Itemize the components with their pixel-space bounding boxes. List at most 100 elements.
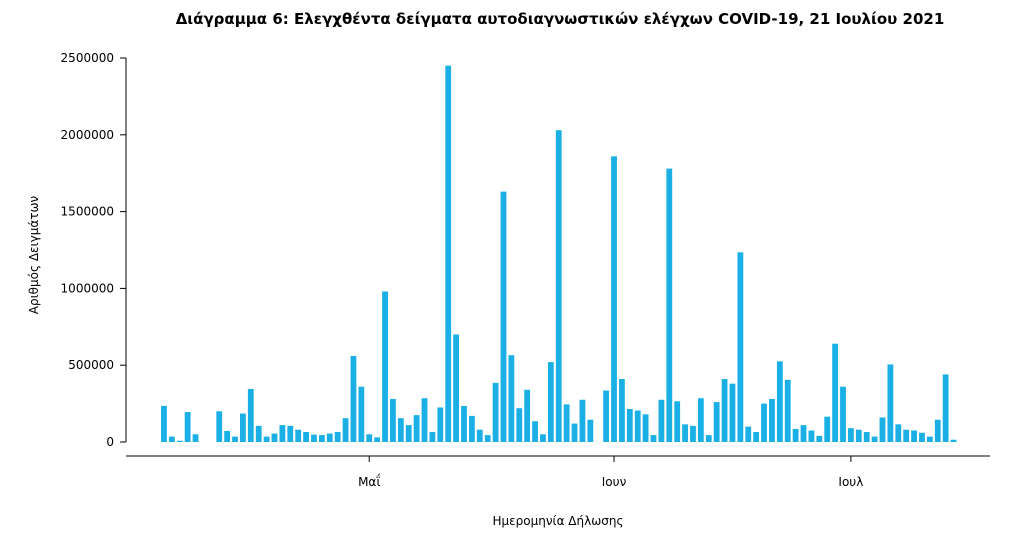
bar <box>658 399 665 442</box>
x-tick-label: Ιουν <box>602 475 627 489</box>
bar <box>682 424 688 442</box>
bar <box>776 361 783 442</box>
y-tick-label: 2500000 <box>61 51 114 65</box>
bar <box>382 291 388 442</box>
bar <box>516 408 523 442</box>
bar <box>769 398 775 442</box>
bar <box>397 418 404 442</box>
bar <box>903 429 910 442</box>
bar <box>911 430 917 442</box>
y-axis-label: Αριθμός Δειγμάτων <box>27 195 41 314</box>
bar <box>263 436 270 442</box>
bar <box>287 425 294 442</box>
bar <box>271 433 278 442</box>
bar <box>532 421 538 442</box>
x-tick-label: Μαΐ <box>358 474 380 489</box>
bar <box>413 415 420 442</box>
bar <box>350 355 357 442</box>
bar <box>761 403 767 442</box>
bar <box>255 425 262 442</box>
bar <box>366 434 373 442</box>
bar <box>753 432 760 442</box>
bar <box>816 435 823 442</box>
bar <box>508 355 515 442</box>
bar <box>563 404 570 442</box>
bars <box>161 65 957 443</box>
bar <box>216 411 223 442</box>
bar <box>611 156 617 443</box>
bar <box>808 430 815 442</box>
bar <box>879 417 886 442</box>
bar <box>176 440 183 442</box>
bar <box>547 362 554 442</box>
bar <box>619 379 625 442</box>
bar <box>311 434 317 442</box>
bar <box>871 436 878 442</box>
bar <box>650 435 657 442</box>
bar <box>863 432 870 442</box>
y-tick-label: 1500000 <box>61 205 114 219</box>
bar <box>492 382 499 442</box>
bar <box>887 364 894 442</box>
bar <box>555 130 562 442</box>
bar <box>279 425 286 442</box>
bar <box>626 408 633 442</box>
bar <box>476 429 483 442</box>
bar <box>848 428 854 442</box>
bar <box>824 416 831 442</box>
bar <box>540 434 546 442</box>
bar <box>342 418 349 442</box>
bar <box>247 389 254 442</box>
bar <box>405 425 412 442</box>
bar <box>484 435 491 442</box>
bar <box>524 389 531 442</box>
bar <box>587 419 594 442</box>
bar <box>745 426 752 442</box>
bar <box>240 413 246 442</box>
bar <box>161 405 167 442</box>
bar <box>800 425 807 442</box>
bar <box>390 398 396 442</box>
bar <box>690 425 696 442</box>
bar <box>713 402 720 442</box>
bar <box>192 434 199 442</box>
x-axis: Μαΐ Ιουν Ιουλ <box>126 455 990 489</box>
bar <box>445 65 452 443</box>
bar <box>919 432 925 442</box>
bar <box>721 379 728 442</box>
bar <box>705 435 712 442</box>
bar <box>855 429 862 442</box>
bar <box>784 379 791 442</box>
bar <box>697 398 704 442</box>
bar <box>895 424 902 442</box>
x-axis-label: Ημερομηνία Δήλωσης <box>492 514 623 528</box>
bar <box>374 437 381 442</box>
x-tick-label: Ιουλ <box>838 475 863 489</box>
bar <box>453 334 459 442</box>
bar <box>318 435 325 442</box>
bar <box>579 399 586 442</box>
bar <box>295 429 302 442</box>
bar <box>334 432 341 442</box>
bar <box>666 168 673 442</box>
bar <box>942 374 949 442</box>
bar <box>674 401 681 442</box>
bar <box>468 415 475 442</box>
bar <box>571 423 578 442</box>
bar <box>232 436 238 442</box>
bar <box>603 390 610 442</box>
bar <box>421 398 428 442</box>
bar <box>500 191 507 442</box>
bar <box>832 343 839 442</box>
bar <box>737 252 744 442</box>
bar <box>840 386 846 442</box>
y-tick-label: 500000 <box>68 358 114 372</box>
bar <box>326 433 333 442</box>
y-tick-label: 2000000 <box>61 128 114 142</box>
y-axis: 0 500000 1000000 1500000 2000000 2500000 <box>61 51 127 449</box>
bar <box>184 412 191 442</box>
y-tick-label: 0 <box>106 435 114 449</box>
bar <box>729 383 736 442</box>
bar <box>224 430 231 442</box>
